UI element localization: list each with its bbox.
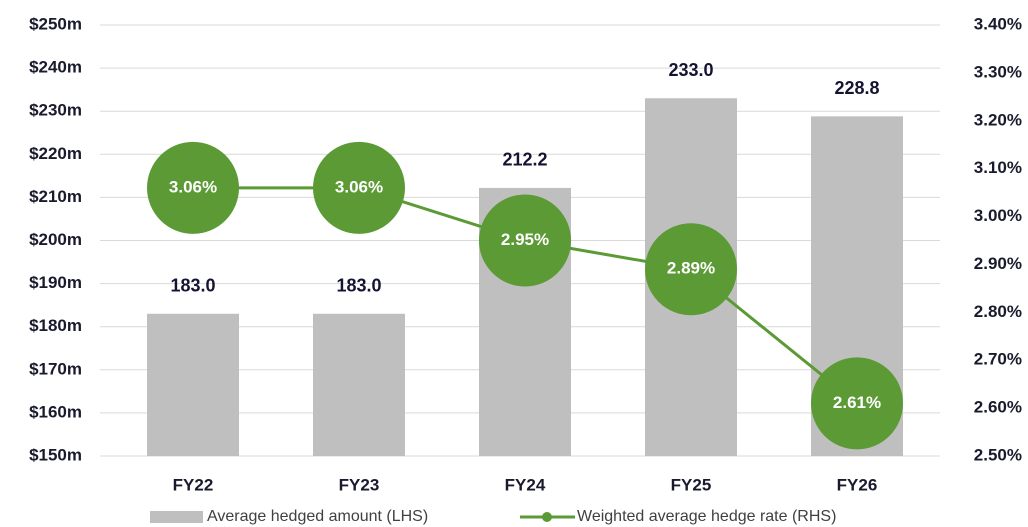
bar-value-label: 212.2: [502, 150, 547, 170]
legend-label: Average hedged amount (LHS): [207, 508, 428, 525]
y2-tick-label: 2.90%: [974, 254, 1022, 273]
y-tick-label: $170m: [29, 359, 82, 378]
y-tick-label: $210m: [29, 187, 82, 206]
x-tick-label: FY22: [173, 475, 214, 494]
y-tick-label: $190m: [29, 273, 82, 292]
y2-tick-label: 2.80%: [974, 302, 1022, 321]
marker: [479, 194, 571, 287]
x-tick-label: FY26: [837, 475, 878, 494]
legend-marker: [542, 512, 552, 522]
point-label: 3.06%: [335, 177, 383, 196]
y-tick-label: $200m: [29, 230, 82, 249]
y2-tick-label: 3.10%: [974, 158, 1022, 177]
y2-tick-label: 3.30%: [974, 62, 1022, 81]
point-label: 2.95%: [501, 230, 549, 249]
y2-tick-label: 3.20%: [974, 110, 1022, 129]
bar-value-label: 228.8: [834, 78, 879, 98]
y-tick-label: $230m: [29, 101, 82, 120]
marker: [313, 141, 405, 234]
y2-tick-label: 3.40%: [974, 14, 1022, 33]
bar: [313, 313, 405, 456]
x-tick-label: FY23: [339, 475, 380, 494]
bar: [147, 313, 239, 456]
y-tick-label: $180m: [29, 316, 82, 335]
y2-tick-label: 3.00%: [974, 206, 1022, 225]
point-label: 2.89%: [667, 259, 715, 278]
y-tick-label: $150m: [29, 445, 82, 464]
marker: [147, 141, 239, 234]
y-tick-label: $160m: [29, 402, 82, 421]
x-tick-label: FY25: [671, 475, 712, 494]
marker: [645, 223, 737, 316]
bar-value-label: 233.0: [668, 60, 713, 80]
y-tick-label: $250m: [29, 14, 82, 33]
point-label: 2.61%: [833, 393, 881, 412]
y2-tick-label: 2.70%: [974, 350, 1022, 369]
bar-value-label: 183.0: [170, 276, 215, 296]
legend-swatch: [150, 511, 203, 523]
x-tick-label: FY24: [505, 475, 546, 494]
y-tick-label: $240m: [29, 58, 82, 77]
marker: [811, 357, 903, 450]
y2-tick-label: 2.50%: [974, 445, 1022, 464]
y2-tick-label: 2.60%: [974, 398, 1022, 417]
y-tick-label: $220m: [29, 144, 82, 163]
bar-value-label: 183.0: [336, 276, 381, 296]
legend-label: Weighted average hedge rate (RHS): [577, 508, 836, 525]
point-label: 3.06%: [169, 177, 217, 196]
